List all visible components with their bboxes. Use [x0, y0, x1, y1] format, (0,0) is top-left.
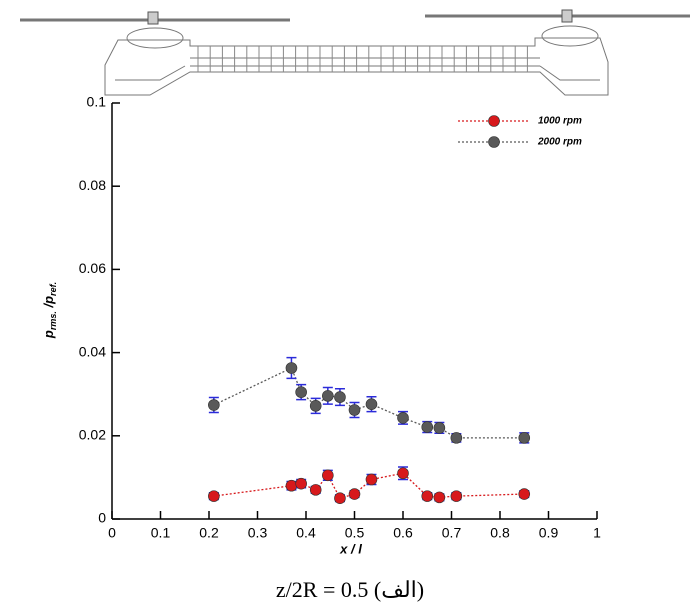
legend-marker: [488, 115, 500, 127]
x-tick-label: 1: [593, 525, 601, 541]
x-tick-label: 0.7: [442, 525, 462, 541]
data-point: [285, 479, 298, 492]
data-point: [365, 473, 378, 486]
x-axis-label: x / l: [339, 541, 362, 556]
data-point: [208, 490, 220, 502]
y-tick-label: 0: [98, 510, 106, 526]
data-point: [433, 491, 446, 504]
caption: z/2R = 0.5 (الف): [276, 577, 424, 602]
data-point: [397, 412, 409, 424]
x-tick-label: 0.8: [490, 525, 510, 541]
data-point: [365, 398, 378, 410]
drone-drawing: [20, 9, 690, 96]
data-point: [208, 399, 220, 411]
data-point: [421, 490, 434, 502]
y-tick-label: 0.02: [79, 427, 106, 443]
data-point: [295, 386, 307, 398]
x-tick-label: 0: [108, 525, 116, 541]
data-point: [518, 432, 531, 444]
y-tick-label: 0.1: [87, 94, 107, 110]
data-point: [348, 404, 361, 416]
legend-marker: [488, 136, 500, 148]
x-tick-label: 0.3: [248, 525, 268, 541]
x-tick-label: 0.5: [345, 525, 365, 541]
data-point: [433, 422, 446, 434]
data-point: [334, 492, 346, 505]
data-point: [450, 432, 463, 444]
y-tick-label: 0.06: [79, 260, 106, 276]
data-point: [397, 467, 409, 480]
frame-ribs: [197, 46, 528, 72]
x-tick-label: 0.2: [199, 525, 219, 541]
axes: 0 0.02 0.04 0.06 0.08 0.1 0 0.1 0.2 0.3 0.4 0.5 0.6 0…: [79, 94, 601, 541]
data-point: [285, 362, 298, 374]
data-point: [450, 490, 463, 502]
data-point: [309, 400, 322, 412]
data-point: [295, 477, 307, 490]
x-tick-label: 0.9: [539, 525, 559, 541]
y-axis-label: prms. /pref.: [41, 282, 58, 339]
data-point: [309, 484, 322, 496]
y-tick-label: 0.04: [79, 343, 106, 359]
data-point: [322, 469, 334, 482]
y-tick-label: 0.08: [79, 177, 106, 193]
legend-label: 1000 rpm: [538, 116, 582, 127]
data-point: [518, 488, 531, 500]
data-point: [348, 488, 361, 500]
x-tick-label: 0.1: [151, 525, 171, 541]
data-point: [421, 421, 434, 433]
legend-label: 2000 rpm: [537, 137, 582, 148]
data-point: [322, 390, 334, 402]
x-tick-label: 0.4: [296, 525, 316, 541]
data-point: [334, 391, 346, 403]
x-tick-label: 0.6: [393, 525, 413, 541]
